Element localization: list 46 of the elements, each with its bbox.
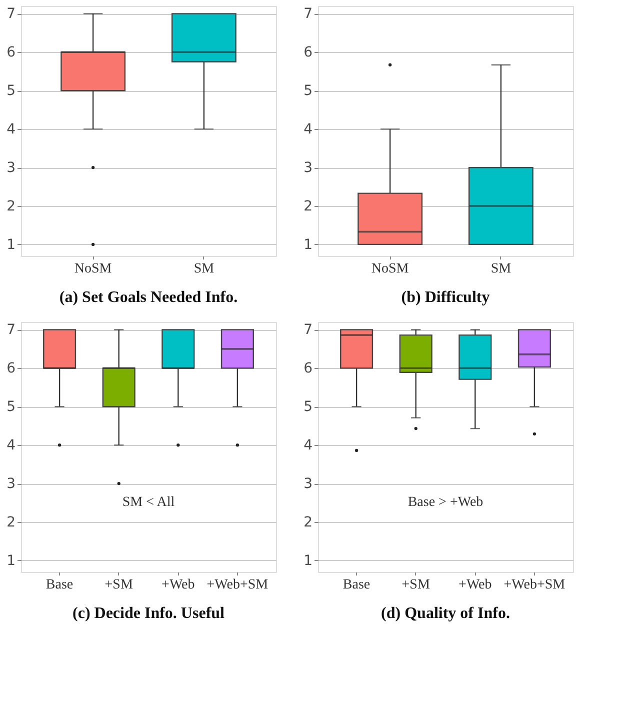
text: (c) Decide Info. Useful — [72, 605, 226, 622]
x-tick-label: +Web — [162, 578, 195, 592]
y-tick-label: 5 — [6, 399, 16, 416]
y-tick-label: 2 — [6, 198, 16, 214]
x-tick-label: Base — [342, 578, 370, 592]
y-tick-label: 3 — [6, 160, 16, 176]
y-tick-label: 6 — [6, 44, 16, 61]
y-tick-label: 1 — [6, 236, 16, 253]
y-tick-label: 4 — [6, 122, 16, 138]
text: (b) Difficulty — [401, 289, 490, 306]
y-tick-label: 4 — [304, 438, 313, 454]
x-tick-label: +Web+SM — [206, 578, 269, 592]
x-tick-label: +Web+SM — [504, 578, 566, 592]
y-tick-label: 2 — [304, 198, 312, 214]
y-tick-label: 7 — [304, 6, 312, 22]
y-tick-label: 7 — [304, 322, 312, 338]
x-tick-label: +SM — [104, 578, 134, 592]
y-tick-label: 5 — [304, 399, 312, 416]
x-tick-label: +Web — [458, 578, 492, 592]
y-tick-label: 2 — [6, 514, 16, 530]
annotation: SM < All — [122, 495, 175, 510]
y-tick-label: 3 — [304, 160, 312, 176]
annotation: Base > +Web — [408, 495, 484, 510]
y-tick-label: 1 — [6, 552, 16, 569]
y-tick-label: 3 — [6, 476, 16, 492]
x-tick-label: SM — [490, 262, 512, 276]
y-tick-label: 7 — [6, 6, 16, 22]
y-tick-label: 1 — [304, 236, 312, 253]
y-tick-label: 2 — [304, 514, 312, 530]
y-tick-label: 7 — [6, 322, 16, 338]
text: (d) Quality of Info. — [381, 605, 510, 622]
text: (a) Set Goals Needed Info. — [59, 289, 238, 306]
y-tick-label: 5 — [304, 83, 312, 100]
y-tick-label: 6 — [304, 360, 313, 377]
y-tick-label: 6 — [6, 360, 16, 377]
x-tick-label: NoSM — [74, 262, 112, 276]
y-tick-label: 4 — [304, 122, 313, 138]
x-tick-label: NoSM — [371, 262, 410, 276]
y-tick-label: 6 — [304, 44, 313, 61]
y-tick-label: 5 — [6, 83, 16, 100]
x-tick-label: Base — [46, 578, 74, 592]
y-tick-label: 1 — [304, 552, 312, 569]
x-tick-label: +SM — [402, 578, 430, 592]
y-tick-label: 3 — [304, 476, 312, 492]
y-tick-label: 4 — [6, 438, 16, 454]
x-tick-label: SM — [194, 262, 215, 276]
